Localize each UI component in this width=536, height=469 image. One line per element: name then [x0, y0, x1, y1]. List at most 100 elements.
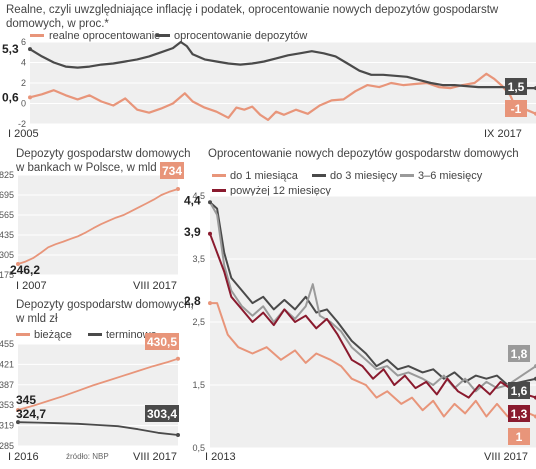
value-badge-label: 1,6: [511, 384, 528, 398]
y-tick-label: 175: [0, 270, 14, 280]
y-tick-label: 285: [0, 441, 14, 451]
end-marker: [176, 187, 180, 191]
legend-swatch-3m: [312, 174, 326, 177]
series-line: [17, 421, 179, 436]
top-grid: -2 0 2 4 6: [18, 37, 536, 129]
mid-grid: 175 305 435 565 695 825: [0, 170, 178, 280]
deposits-total-chart: Depozyty gospodarstw domowych w bankach …: [0, 148, 191, 292]
mid-x-end: VIII 2017: [133, 280, 177, 292]
start-marker: [16, 262, 20, 267]
value-badge-label: 1,5: [508, 80, 525, 94]
bottom-legend-biezace: bieżące: [34, 329, 72, 341]
mid-series: [17, 188, 179, 265]
y-tick-label: 6: [21, 37, 26, 47]
series-line: [29, 72, 536, 121]
value-badge-label: 430,5: [147, 335, 177, 349]
value-badge-label: 1,3: [511, 407, 528, 421]
y-tick-label: 695: [0, 190, 14, 200]
bottom-grid: 285 319 353 387 421 455: [0, 339, 178, 451]
right-legend-3m: do 3 miesięcy: [330, 170, 398, 182]
value-badge: [508, 345, 530, 362]
top-x-end: IX 2017: [484, 128, 522, 140]
mid-x-start: I 2007: [16, 280, 47, 292]
start-value-label: 4,4: [184, 193, 201, 207]
legend-swatch-1m: [212, 174, 226, 177]
legend-swatch-oprocentowanie: [156, 34, 170, 37]
right-chart-title: Oprocentowanie nowych depozytów gospodar…: [208, 148, 519, 160]
y-tick-label: 1,5: [192, 380, 205, 390]
deposits-split-chart: Depozyty gospodarstw domowych, w mld zł …: [0, 299, 194, 463]
y-tick-label: 4,5: [192, 191, 205, 201]
value-badge: [505, 100, 527, 117]
top-legend-oprocentowanie: oprocentowanie depozytów: [174, 30, 307, 42]
start-value-label: 0,6: [2, 90, 19, 104]
value-badge-label: 734: [162, 164, 182, 178]
start-marker: [208, 231, 212, 236]
y-tick-label: 305: [0, 250, 14, 260]
right-x-end: VIII 2017: [484, 451, 528, 463]
y-tick-label: 565: [0, 210, 14, 220]
value-badge: [508, 405, 530, 422]
interest-rates-chart: Oprocentowanie nowych depozytów gospodar…: [184, 148, 536, 463]
end-marker: [176, 432, 180, 437]
value-badge: [160, 162, 184, 179]
right-legend-1m: do 1 miesiąca: [230, 170, 299, 182]
y-tick-label: 4: [21, 58, 26, 68]
right-legend-12m: powyżej 12 miesięcy: [230, 185, 331, 197]
bottom-legend-terminowe: terminowe: [106, 329, 157, 341]
value-badge: [508, 382, 530, 399]
series-line: [17, 188, 179, 265]
y-tick-label: 353: [0, 400, 14, 410]
start-marker: [16, 420, 20, 425]
value-badge-label: 1,8: [511, 347, 528, 361]
mid-chart-title-line1: Depozyty gospodarstw domowych: [16, 148, 191, 160]
top-x-start: I 2005: [8, 128, 39, 140]
bottom-series: [17, 357, 179, 436]
bottom-chart-title-line2: w mld zł: [15, 313, 58, 325]
right-legend-3-6m: 3–6 miesięcy: [418, 170, 483, 182]
series-line: [17, 357, 179, 411]
value-badge-label: 303,4: [147, 407, 177, 421]
y-tick-label: -2: [18, 119, 26, 129]
y-tick-label: 3,5: [192, 254, 205, 264]
source-note: źródło: NBP: [66, 452, 109, 461]
value-badge: [508, 428, 530, 445]
end-marker: [176, 356, 180, 361]
y-tick-label: 455: [0, 339, 14, 349]
y-tick-label: 2,5: [192, 317, 205, 327]
start-value-label: 324,7: [16, 407, 46, 421]
mid-chart-title-line2: w bankach w Polsce, w mld zł: [15, 162, 169, 174]
value-badge: [505, 78, 527, 95]
y-tick-label: 435: [0, 230, 14, 240]
y-tick-label: 0: [21, 99, 26, 109]
top-chart-title-line2: domowych, w proc.*: [6, 18, 109, 30]
start-marker: [208, 200, 212, 205]
bottom-x-end: VIII 2017: [133, 451, 177, 463]
y-tick-label: 319: [0, 421, 14, 431]
value-badge: [145, 405, 179, 422]
right-series: [209, 201, 536, 418]
start-marker: [28, 95, 32, 100]
mid-value-labels: 246,2 734: [10, 162, 184, 277]
value-badge-label: 1: [516, 430, 523, 444]
series-line: [210, 302, 536, 418]
y-tick-label: 0,5: [192, 443, 205, 453]
start-value-label: 345: [16, 393, 36, 407]
top-series: [29, 40, 536, 121]
series-line: [209, 201, 536, 393]
y-tick-label: 2: [21, 78, 26, 88]
top-chart-title-line1: Realne, czyli uwzględniające inflację i …: [6, 4, 499, 16]
start-marker: [16, 408, 20, 412]
right-value-labels: 4,4 3,9 2,8 1,8 1,6 1,3 1: [184, 193, 536, 445]
legend-swatch-realne: [30, 34, 44, 37]
y-tick-label: 387: [0, 380, 14, 390]
top-value-labels: 5,3 0,6 1,5 -1: [2, 42, 536, 117]
value-badge-label: -1: [511, 102, 522, 116]
top-chart: Realne, czyli uwzględniające inflację i …: [2, 4, 536, 140]
series-line: [29, 40, 536, 90]
start-value-label: 246,2: [10, 263, 40, 277]
start-value-label: 5,3: [2, 42, 19, 56]
series-line: [209, 233, 536, 399]
